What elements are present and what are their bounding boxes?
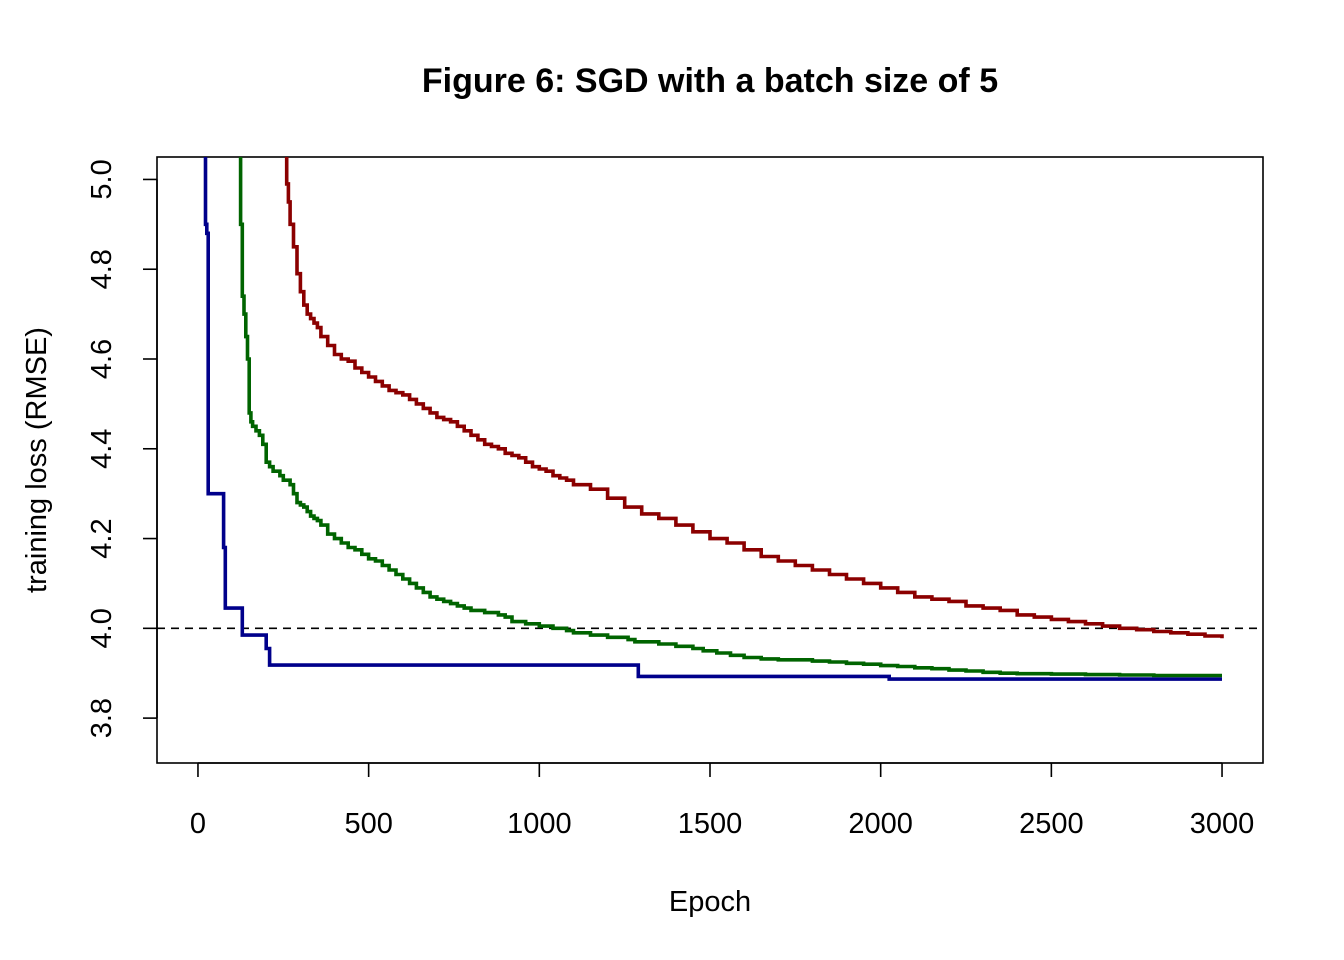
x-tick-label: 1000 [507, 808, 572, 840]
y-tick-label: 5.0 [86, 159, 118, 199]
x-tick-label: 1500 [678, 808, 743, 840]
y-tick-label: 3.8 [86, 698, 118, 738]
series-line-2 [238, 157, 1222, 678]
x-tick-label: 2500 [1019, 808, 1084, 840]
x-tick-label: 0 [190, 808, 206, 840]
y-tick-label: 4.0 [86, 608, 118, 648]
y-tick-label: 4.4 [86, 429, 118, 469]
series-line-3 [284, 157, 1224, 639]
y-tick-label: 4.2 [86, 518, 118, 558]
y-tick-label: 4.8 [86, 249, 118, 289]
y-tick-label: 4.6 [86, 339, 118, 379]
y-axis-label: training loss (RMSE) [21, 327, 53, 593]
plot-frame [156, 156, 1264, 764]
series-line-1 [203, 157, 1222, 681]
x-axis: 0 500 1000 1500 2000 2500 3000 [190, 762, 1255, 840]
series-layer [203, 157, 1224, 681]
x-tick-label: 2000 [848, 808, 913, 840]
x-tick-label: 500 [344, 808, 392, 840]
x-axis-label: Epoch [669, 886, 751, 918]
x-tick-label: 3000 [1190, 808, 1255, 840]
chart-title: Figure 6: SGD with a batch size of 5 [422, 62, 998, 100]
y-axis: 3.8 4.0 4.2 4.4 4.6 4.8 5.0 [86, 159, 158, 738]
